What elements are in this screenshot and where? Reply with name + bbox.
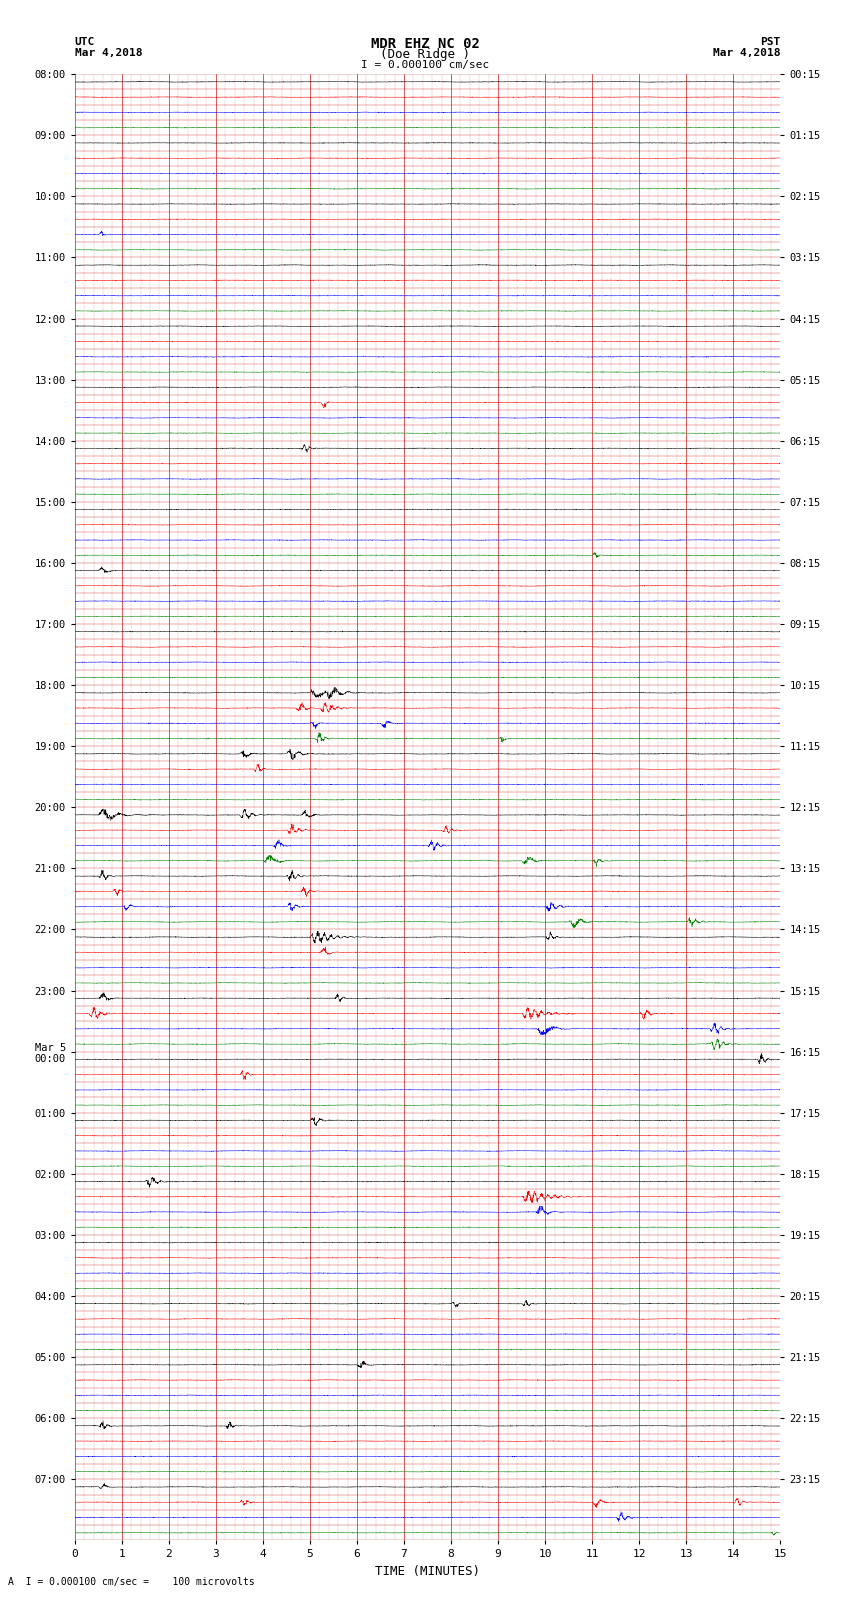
- Text: I = 0.000100 cm/sec: I = 0.000100 cm/sec: [361, 60, 489, 69]
- Text: A  I = 0.000100 cm/sec =    100 microvolts: A I = 0.000100 cm/sec = 100 microvolts: [8, 1578, 255, 1587]
- Text: PST: PST: [760, 37, 780, 47]
- X-axis label: TIME (MINUTES): TIME (MINUTES): [375, 1565, 480, 1578]
- Text: UTC: UTC: [75, 37, 95, 47]
- Text: (Doe Ridge ): (Doe Ridge ): [380, 48, 470, 61]
- Text: Mar 4,2018: Mar 4,2018: [75, 48, 142, 58]
- Text: MDR EHZ NC 02: MDR EHZ NC 02: [371, 37, 479, 52]
- Text: Mar 4,2018: Mar 4,2018: [713, 48, 780, 58]
